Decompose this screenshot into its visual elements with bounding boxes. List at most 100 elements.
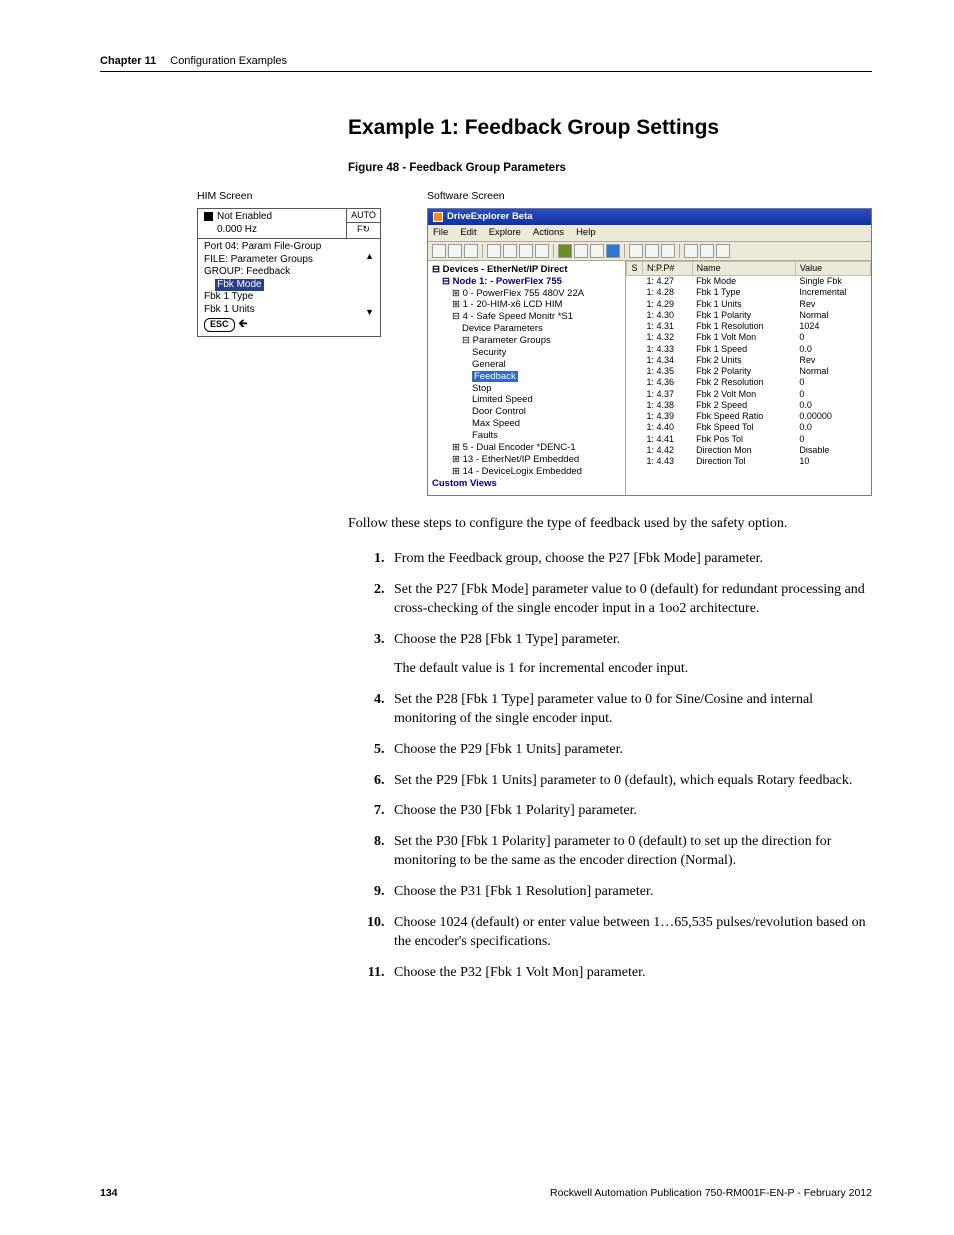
table-row[interactable]: 1: 4.42Direction MonDisable: [627, 445, 871, 456]
him-line: Port 04: Param File-Group: [204, 241, 374, 254]
step: Choose the P28 [Fbk 1 Type] parameter. T…: [388, 631, 872, 679]
table-row[interactable]: 1: 4.33Fbk 1 Speed0.0: [627, 344, 871, 355]
parameter-table: S N:P.P# Name Value 1: 4.27Fbk ModeSingl…: [626, 261, 871, 468]
table-row[interactable]: 1: 4.38Fbk 2 Speed0.0: [627, 400, 871, 411]
paste-icon[interactable]: [519, 244, 533, 258]
software-body: ⊟ Devices - EtherNet/IP Direct ⊟ Node 1:…: [428, 261, 871, 496]
page-number: 134: [100, 1187, 118, 1199]
tree-item[interactable]: ⊞ 1 - 20-HIM-x6 LCD HIM: [452, 299, 621, 311]
him-line[interactable]: Fbk 1 Type: [204, 291, 374, 304]
tree-item[interactable]: ⊞ 13 - EtherNet/IP Embedded: [452, 454, 621, 466]
table-row[interactable]: 1: 4.28Fbk 1 TypeIncremental: [627, 287, 871, 298]
scroll-down-icon[interactable]: ▼: [365, 307, 374, 318]
dropdown-icon[interactable]: [574, 244, 588, 258]
table-row[interactable]: 1: 4.30Fbk 1 PolarityNormal: [627, 310, 871, 321]
table-row[interactable]: 1: 4.41Fbk Pos Tol0: [627, 434, 871, 445]
software-column: Software Screen DriveExplorer Beta File …: [427, 190, 872, 496]
steps-list: From the Feedback group, choose the P27 …: [388, 550, 872, 982]
table-row[interactable]: 1: 4.35Fbk 2 PolarityNormal: [627, 366, 871, 377]
table-row[interactable]: 1: 4.36Fbk 2 Resolution0: [627, 377, 871, 388]
print-icon[interactable]: [535, 244, 549, 258]
save-icon[interactable]: [464, 244, 478, 258]
app-icon: [433, 212, 443, 222]
tree-icon[interactable]: [700, 244, 714, 258]
help-icon[interactable]: [716, 244, 730, 258]
step: Choose the P32 [Fbk 1 Volt Mon] paramete…: [388, 964, 872, 983]
scroll-up-icon[interactable]: ▲: [365, 251, 374, 262]
tree-root[interactable]: ⊟ Devices - EtherNet/IP Direct: [432, 264, 621, 276]
intro-text: Follow these steps to configure the type…: [348, 516, 872, 532]
tree-item[interactable]: ⊟ Parameter Groups: [462, 335, 621, 347]
menu-actions[interactable]: Actions: [533, 227, 564, 239]
table-row[interactable]: 1: 4.31Fbk 1 Resolution1024: [627, 321, 871, 332]
him-status-l2: 0.000 Hz: [217, 224, 272, 237]
him-line: FILE: Parameter Groups: [204, 254, 374, 267]
menu-explore[interactable]: Explore: [489, 227, 521, 239]
table-row[interactable]: 1: 4.37Fbk 2 Volt Mon0: [627, 389, 871, 400]
him-line: GROUP: Feedback: [204, 266, 374, 279]
step-note: The default value is 1 for incremental e…: [394, 660, 872, 679]
him-mode-auto: AUTO: [347, 209, 380, 223]
tree-custom-views[interactable]: Custom Views: [432, 478, 621, 490]
copy-icon[interactable]: [503, 244, 517, 258]
table-row[interactable]: 1: 4.27Fbk ModeSingle Fbk: [627, 276, 871, 288]
tree-item[interactable]: ⊞ 0 - PowerFlex 755 480V 22A: [452, 288, 621, 300]
menu-help[interactable]: Help: [576, 227, 596, 239]
info-icon[interactable]: [606, 244, 620, 258]
menu-file[interactable]: File: [433, 227, 448, 239]
col-s[interactable]: S: [627, 261, 643, 275]
table-row[interactable]: 1: 4.29Fbk 1 UnitsRev: [627, 299, 871, 310]
him-screen: Not Enabled 0.000 Hz AUTO F↻ ▲ ▼ Port 04…: [197, 208, 381, 337]
software-label: Software Screen: [427, 190, 872, 202]
tree-node[interactable]: ⊟ Node 1: - PowerFlex 755: [442, 276, 621, 288]
col-name[interactable]: Name: [692, 261, 795, 275]
him-column: HIM Screen Not Enabled 0.000 Hz AUTO F↻ …: [197, 190, 381, 337]
table-row[interactable]: 1: 4.43Direction Tol10: [627, 456, 871, 467]
him-line[interactable]: Fbk 1 Units: [204, 304, 374, 317]
toolbar-sep: [679, 244, 680, 258]
tree-item[interactable]: ⊟ 4 - Safe Speed Monitr *S1: [452, 311, 621, 323]
wizard-icon[interactable]: [684, 244, 698, 258]
grid-icon[interactable]: [590, 244, 604, 258]
refresh-icon[interactable]: [558, 244, 572, 258]
back-arrow-icon: 🡰: [239, 318, 248, 332]
table-row[interactable]: 1: 4.40Fbk Speed Tol0.0: [627, 422, 871, 433]
step: Choose 1024 (default) or enter value bet…: [388, 914, 872, 952]
step: Choose the P31 [Fbk 1 Resolution] parame…: [388, 883, 872, 902]
him-selected[interactable]: Fbk Mode: [215, 279, 263, 292]
tool-icon[interactable]: [661, 244, 675, 258]
tree-item[interactable]: Max Speed: [472, 418, 621, 430]
tree-item[interactable]: Device Parameters: [462, 323, 621, 335]
tool-icon[interactable]: [629, 244, 643, 258]
tree-item[interactable]: Limited Speed: [472, 394, 621, 406]
tree-item[interactable]: Door Control: [472, 406, 621, 418]
open-icon[interactable]: [448, 244, 462, 258]
toolbar: [428, 242, 871, 261]
tree-item[interactable]: Stop: [472, 383, 621, 395]
page-footer: 134 Rockwell Automation Publication 750-…: [100, 1187, 872, 1199]
esc-button[interactable]: ESC: [204, 318, 235, 331]
screenshots-row: HIM Screen Not Enabled 0.000 Hz AUTO F↻ …: [197, 190, 872, 496]
tree-item[interactable]: ⊞ 5 - Dual Encoder *DENC-1: [452, 442, 621, 454]
device-tree: ⊟ Devices - EtherNet/IP Direct ⊟ Node 1:…: [428, 261, 626, 496]
tree-item[interactable]: Security: [472, 347, 621, 359]
him-line: Fbk Mode: [204, 279, 374, 292]
table-row[interactable]: 1: 4.32Fbk 1 Volt Mon0: [627, 332, 871, 343]
step: Choose the P30 [Fbk 1 Polarity] paramete…: [388, 802, 872, 821]
table-row[interactable]: 1: 4.39Fbk Speed Ratio0.00000: [627, 411, 871, 422]
menu-edit[interactable]: Edit: [460, 227, 476, 239]
tree-item[interactable]: General: [472, 359, 621, 371]
him-body: ▲ ▼ Port 04: Param File-Group FILE: Para…: [198, 239, 380, 336]
cut-icon[interactable]: [487, 244, 501, 258]
table-row[interactable]: 1: 4.34Fbk 2 UnitsRev: [627, 355, 871, 366]
tool-icon[interactable]: [645, 244, 659, 258]
col-value[interactable]: Value: [795, 261, 870, 275]
new-icon[interactable]: [432, 244, 446, 258]
toolbar-sep: [624, 244, 625, 258]
stop-icon: [204, 212, 213, 221]
tree-item-selected[interactable]: Feedback: [472, 371, 621, 383]
tree-item[interactable]: Faults: [472, 430, 621, 442]
figure-caption: Figure 48 - Feedback Group Parameters: [348, 162, 872, 174]
tree-item[interactable]: ⊞ 14 - DeviceLogix Embedded: [452, 466, 621, 478]
col-npp[interactable]: N:P.P#: [643, 261, 693, 275]
